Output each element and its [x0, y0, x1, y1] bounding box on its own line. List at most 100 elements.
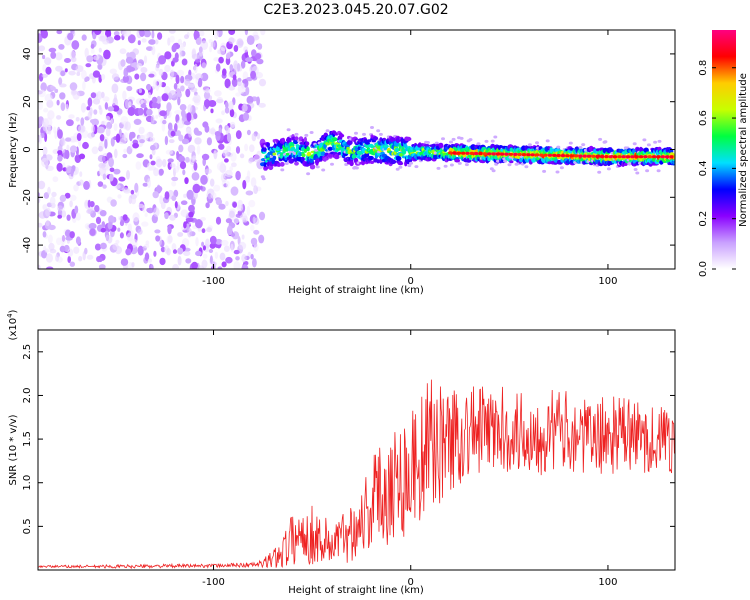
noise-blob	[51, 191, 57, 198]
peak-blob	[586, 154, 592, 158]
signal-blob	[276, 163, 281, 167]
noise-blob	[60, 102, 66, 111]
signal-halo	[284, 162, 289, 165]
signal-halo	[362, 132, 366, 136]
signal-halo	[635, 171, 640, 175]
signal-blob	[279, 161, 285, 167]
noise-blob	[76, 212, 81, 221]
noise-blob	[150, 160, 156, 166]
noise-blob	[176, 69, 185, 77]
noise-blob	[147, 92, 152, 99]
snr-ytick-label: 2.5	[22, 344, 33, 360]
noise-blob	[150, 144, 156, 151]
noise-blob	[183, 193, 187, 198]
noise-blob	[256, 96, 260, 106]
noise-blob	[55, 254, 60, 262]
noise-blob	[218, 56, 224, 64]
noise-blob	[210, 192, 217, 199]
noise-blob	[80, 117, 85, 126]
noise-blob	[41, 73, 48, 78]
peak-blob	[539, 153, 544, 157]
noise-blob	[71, 40, 80, 50]
signal-halo	[632, 142, 637, 146]
noise-blob	[98, 257, 103, 263]
snr-multiplier: (x104)	[6, 309, 19, 340]
signal-halo	[491, 169, 496, 173]
signal-blob	[300, 156, 305, 162]
noise-blob	[113, 168, 121, 175]
signal-blob	[303, 136, 307, 143]
noise-blob	[241, 81, 245, 89]
noise-blob	[153, 207, 160, 217]
noise-blob	[202, 121, 209, 128]
peak-blob	[461, 151, 466, 155]
noise-blob	[229, 64, 234, 72]
peak-blob	[643, 155, 648, 159]
noise-blob	[222, 68, 227, 76]
noise-blob	[85, 63, 92, 68]
signal-halo	[503, 159, 508, 163]
signal-halo	[451, 137, 456, 141]
noise-blob	[191, 261, 198, 269]
noise-blob	[240, 60, 246, 69]
noise-blob	[42, 54, 46, 60]
noise-blob	[141, 38, 147, 43]
peak-blob	[521, 153, 527, 157]
noise-blob	[228, 30, 236, 35]
noise-blob	[184, 177, 189, 185]
noise-blob	[38, 222, 43, 228]
noise-blob	[208, 249, 214, 253]
signal-blob	[346, 146, 350, 150]
noise-blob	[251, 133, 257, 142]
noise-blob	[167, 158, 174, 163]
noise-blob	[224, 158, 229, 163]
noise-blob	[99, 107, 103, 115]
noise-blob	[66, 214, 71, 221]
signal-blob	[303, 148, 307, 153]
signal-blob	[323, 143, 327, 149]
noise-blob	[245, 190, 254, 196]
peak-blob	[608, 155, 613, 159]
signal-blob	[281, 137, 286, 143]
noise-blob	[113, 123, 118, 131]
noise-blob	[88, 222, 97, 230]
noise-blob	[215, 198, 223, 206]
noise-blob	[102, 96, 110, 102]
snr-xtick-label: 100	[598, 577, 617, 588]
noise-blob	[209, 45, 212, 53]
signal-halo	[568, 141, 573, 145]
peak-blob	[664, 155, 670, 159]
noise-blob	[82, 81, 86, 91]
signal-blob	[306, 151, 312, 157]
noise-blob	[185, 258, 192, 264]
noise-blob	[73, 184, 79, 192]
noise-blob	[87, 97, 93, 107]
spectrogram-ytick-label: -40	[22, 237, 33, 253]
noise-blob	[256, 133, 261, 140]
noise-blob	[166, 102, 172, 112]
signal-blob	[372, 136, 379, 141]
noise-blob	[54, 88, 59, 93]
noise-blob	[139, 30, 145, 37]
signal-halo	[603, 140, 608, 144]
signal-blob	[340, 147, 346, 152]
noise-blob	[195, 219, 203, 229]
noise-blob	[213, 184, 221, 192]
noise-blob	[155, 158, 163, 168]
noise-blob	[169, 90, 177, 99]
noise-blob	[70, 168, 74, 177]
signal-halo	[656, 169, 661, 173]
noise-blob	[102, 173, 107, 180]
noise-blob	[164, 212, 169, 220]
signal-halo	[449, 140, 453, 144]
noise-blob	[201, 259, 208, 269]
noise-blob	[162, 119, 167, 125]
noise-blob	[134, 73, 140, 80]
noise-blob	[159, 110, 167, 117]
noise-blob	[96, 91, 103, 100]
signal-halo	[496, 159, 500, 163]
peak-blob	[534, 153, 540, 157]
noise-blob	[69, 231, 75, 239]
noise-blob	[127, 223, 132, 232]
